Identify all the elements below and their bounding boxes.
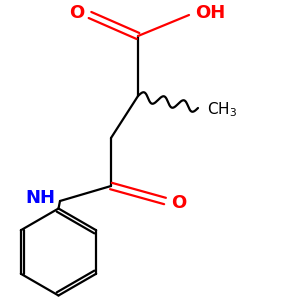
Text: NH: NH (26, 189, 56, 207)
Text: O: O (171, 194, 186, 211)
Text: O: O (69, 4, 84, 22)
Text: CH$_3$: CH$_3$ (207, 100, 237, 119)
Text: OH: OH (195, 4, 225, 22)
